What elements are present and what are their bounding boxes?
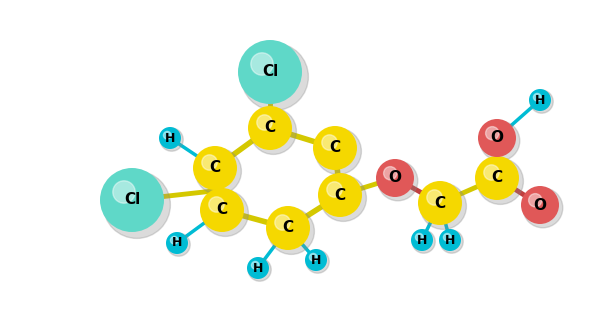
Circle shape xyxy=(530,90,553,113)
Text: C: C xyxy=(265,120,275,136)
Text: C: C xyxy=(491,170,503,185)
Circle shape xyxy=(251,53,273,75)
Circle shape xyxy=(100,168,164,232)
Circle shape xyxy=(376,159,414,197)
Circle shape xyxy=(420,183,466,230)
Circle shape xyxy=(322,135,337,150)
Circle shape xyxy=(318,173,362,217)
Circle shape xyxy=(305,249,327,271)
Text: H: H xyxy=(253,262,263,275)
Text: Cl: Cl xyxy=(124,193,140,207)
Circle shape xyxy=(477,158,523,204)
Circle shape xyxy=(440,230,463,253)
Circle shape xyxy=(529,194,542,207)
Circle shape xyxy=(412,230,435,253)
Circle shape xyxy=(320,175,367,221)
Circle shape xyxy=(533,93,541,101)
Circle shape xyxy=(310,253,317,261)
Text: H: H xyxy=(172,236,182,249)
Circle shape xyxy=(475,156,519,200)
Text: O: O xyxy=(389,170,401,185)
Circle shape xyxy=(202,190,248,236)
Circle shape xyxy=(485,127,499,140)
Circle shape xyxy=(523,188,563,228)
Circle shape xyxy=(521,186,559,224)
Circle shape xyxy=(251,262,259,269)
Circle shape xyxy=(113,181,135,203)
Text: O: O xyxy=(491,131,503,146)
Circle shape xyxy=(166,232,188,254)
Circle shape xyxy=(378,161,418,201)
Circle shape xyxy=(268,208,314,254)
Circle shape xyxy=(159,127,181,149)
Circle shape xyxy=(195,148,241,194)
Text: C: C xyxy=(209,160,221,175)
Circle shape xyxy=(443,233,451,241)
Text: Cl: Cl xyxy=(262,64,278,80)
Circle shape xyxy=(313,126,357,170)
Circle shape xyxy=(193,146,237,190)
Text: H: H xyxy=(445,234,455,247)
Circle shape xyxy=(529,89,551,111)
Text: C: C xyxy=(283,220,293,235)
Text: H: H xyxy=(417,234,427,247)
Circle shape xyxy=(383,167,397,180)
Text: C: C xyxy=(434,196,446,211)
Circle shape xyxy=(327,182,342,197)
Circle shape xyxy=(418,181,462,225)
Circle shape xyxy=(411,229,433,251)
Circle shape xyxy=(200,188,244,232)
Circle shape xyxy=(480,121,520,161)
Circle shape xyxy=(209,197,224,212)
Circle shape xyxy=(103,171,170,239)
Text: C: C xyxy=(329,141,341,156)
Circle shape xyxy=(248,258,271,281)
Circle shape xyxy=(415,233,423,241)
Circle shape xyxy=(266,206,310,250)
Text: H: H xyxy=(535,94,545,106)
Circle shape xyxy=(247,257,269,279)
Circle shape xyxy=(250,108,296,154)
Text: O: O xyxy=(533,197,547,212)
Circle shape xyxy=(238,40,302,104)
Text: H: H xyxy=(311,253,321,267)
Circle shape xyxy=(439,229,461,251)
Circle shape xyxy=(315,128,361,174)
Circle shape xyxy=(160,128,183,151)
Circle shape xyxy=(427,190,442,205)
Circle shape xyxy=(306,250,329,273)
Text: C: C xyxy=(334,188,346,202)
Circle shape xyxy=(275,215,290,230)
Circle shape xyxy=(257,115,272,130)
Circle shape xyxy=(163,132,171,139)
Text: H: H xyxy=(165,132,175,145)
Circle shape xyxy=(167,233,190,256)
Circle shape xyxy=(170,236,178,244)
Circle shape xyxy=(241,43,308,110)
Text: C: C xyxy=(217,202,227,217)
Circle shape xyxy=(478,119,516,157)
Circle shape xyxy=(248,106,292,150)
Circle shape xyxy=(484,165,499,180)
Circle shape xyxy=(202,155,217,170)
